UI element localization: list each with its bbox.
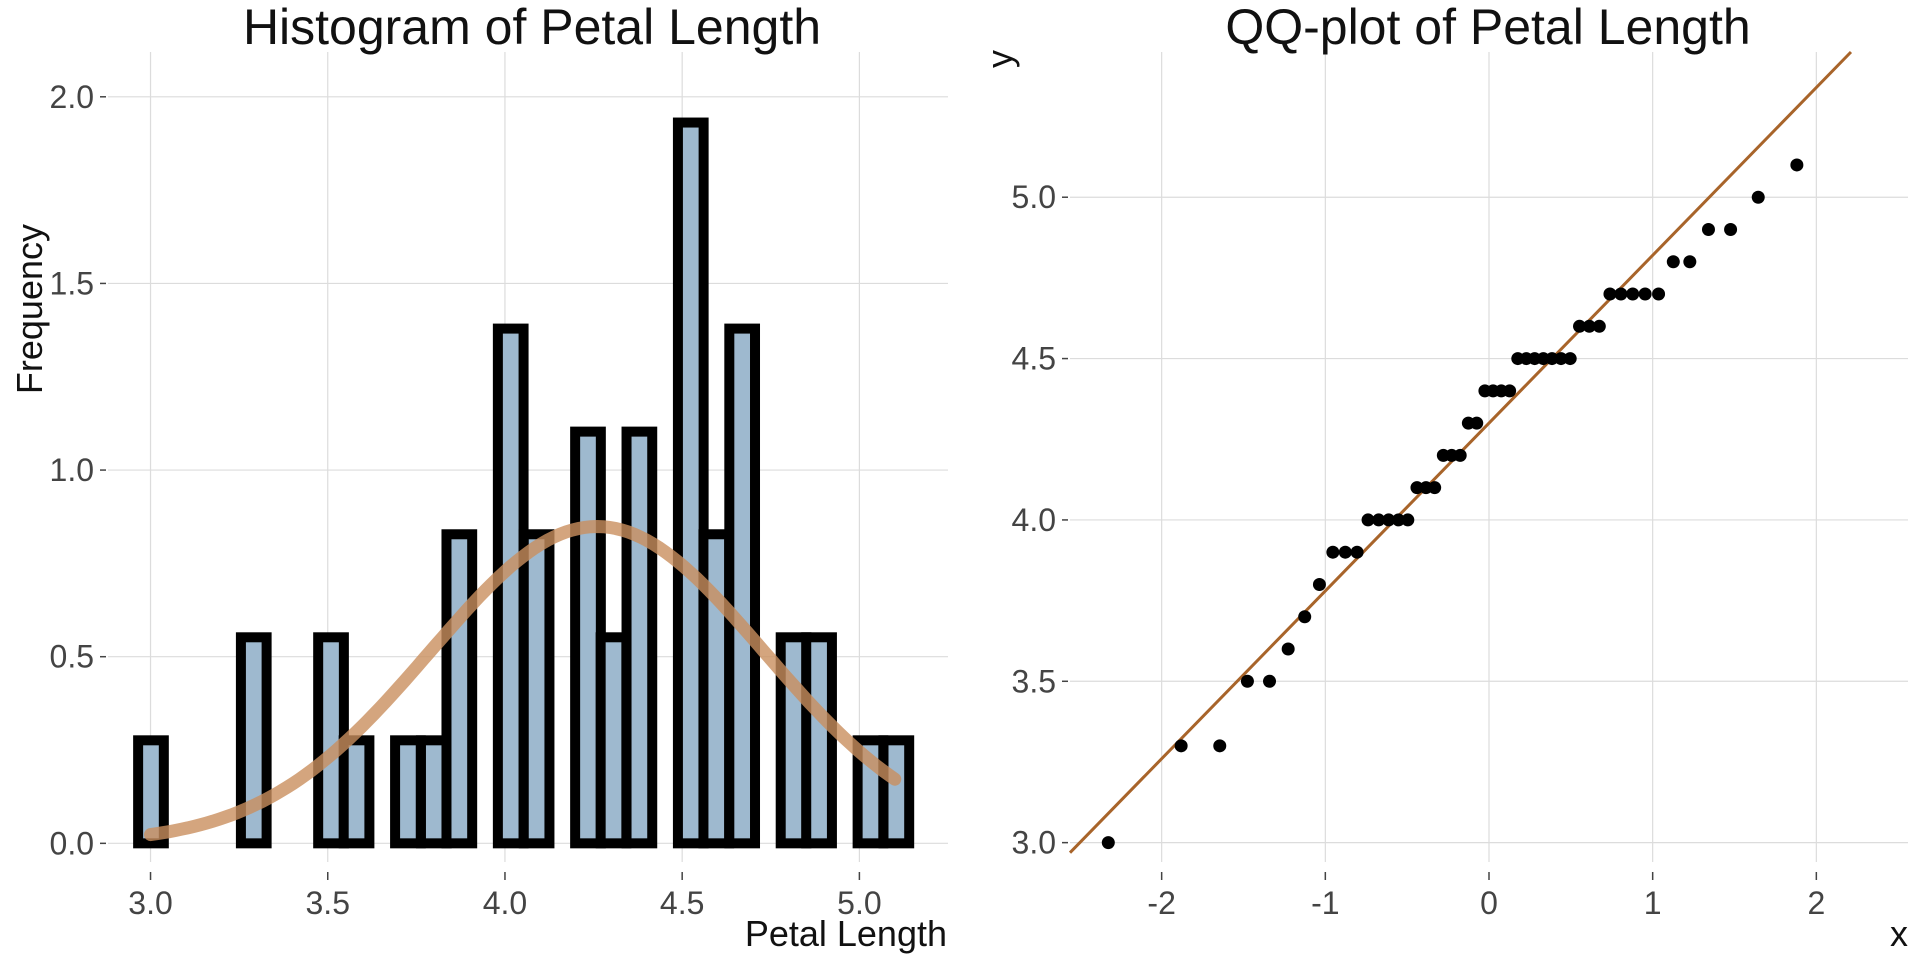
qq-point <box>1503 384 1517 398</box>
qq-point <box>1213 739 1227 753</box>
qq-point <box>1372 513 1386 527</box>
qq-point <box>1563 352 1577 366</box>
qq-point <box>1410 481 1424 495</box>
qq-point <box>1582 319 1596 333</box>
qq-gridlines <box>1070 52 1908 862</box>
histogram-y-axis-label: Frequency <box>9 224 50 394</box>
histogram-bar <box>801 632 837 849</box>
qq-point <box>1751 190 1765 204</box>
qq-x-tick-label: 0 <box>1480 885 1498 921</box>
qq-point <box>1554 352 1568 366</box>
qq-plot-panel: -2 -1 0 1 2 3.0 3.5 4.0 4.5 5.0 QQ-plot of Petal … <box>979 0 1908 954</box>
qq-points <box>1101 158 1804 850</box>
qq-point <box>1638 287 1652 301</box>
qq-y-tick-label: 3.5 <box>1012 663 1056 699</box>
qq-x-axis-label: x <box>1890 913 1908 954</box>
qq-point <box>1614 287 1628 301</box>
qq-x-tick-label: -1 <box>1311 885 1339 921</box>
qq-point <box>1174 739 1188 753</box>
histogram-x-tick-label: 5.0 <box>837 885 881 921</box>
qq-point <box>1281 642 1295 656</box>
qq-point <box>1453 448 1467 462</box>
qq-point <box>1603 287 1617 301</box>
histogram-x-tick-label: 3.5 <box>306 885 350 921</box>
histogram-y-tick-label: 0.0 <box>50 825 94 861</box>
qq-point <box>1382 513 1396 527</box>
histogram-x-tick-label: 3.0 <box>128 885 172 921</box>
qq-point <box>1326 545 1340 559</box>
qq-y-axis-label: y <box>979 50 1020 68</box>
qq-x-tick-label: 1 <box>1644 885 1662 921</box>
qq-point <box>1724 222 1738 236</box>
qq-point <box>1312 577 1326 591</box>
histogram-bar <box>878 735 915 849</box>
histogram-y-tick-label: 1.5 <box>50 265 94 301</box>
histogram-bars <box>133 117 915 849</box>
histogram-y-tick-label: 2.0 <box>50 79 94 115</box>
histogram-x-tick-label: 4.5 <box>660 885 704 921</box>
qq-x-tick-label: 2 <box>1807 885 1825 921</box>
qq-point <box>1361 513 1375 527</box>
qq-axes: -2 -1 0 1 2 3.0 3.5 4.0 4.5 5.0 <box>1012 179 1826 921</box>
qq-point <box>1350 545 1364 559</box>
histogram-x-tick-label: 4.0 <box>483 885 527 921</box>
qq-point <box>1391 513 1405 527</box>
qq-title: QQ-plot of Petal Length <box>1225 0 1750 55</box>
qq-point <box>1652 287 1666 301</box>
qq-y-tick-label: 4.0 <box>1012 502 1056 538</box>
qq-x-tick-label: -2 <box>1147 885 1175 921</box>
histogram-bar <box>441 529 478 849</box>
histogram-x-axis-label: Petal Length <box>745 913 947 954</box>
histogram-bar <box>133 735 169 849</box>
qq-point <box>1701 222 1715 236</box>
qq-point <box>1263 674 1277 688</box>
qq-y-tick-label: 5.0 <box>1012 179 1056 215</box>
qq-y-tick-label: 3.0 <box>1012 825 1056 861</box>
qq-point <box>1573 319 1587 333</box>
qq-point <box>1470 416 1484 430</box>
qq-point <box>1240 674 1254 688</box>
histogram-bar <box>724 323 761 849</box>
qq-point <box>1666 255 1680 269</box>
histogram-y-tick-label: 0.5 <box>50 639 94 675</box>
qq-point <box>1428 481 1442 495</box>
qq-point <box>1626 287 1640 301</box>
histogram-bar <box>338 735 375 849</box>
qq-point <box>1401 513 1415 527</box>
qq-point <box>1790 158 1804 172</box>
qq-point <box>1101 836 1115 850</box>
qq-point <box>1545 352 1559 366</box>
qq-point <box>1298 610 1312 624</box>
histogram-bar <box>518 529 555 849</box>
histogram-bar <box>621 426 658 849</box>
qq-point <box>1592 319 1606 333</box>
histogram-title: Histogram of Petal Length <box>243 0 821 55</box>
qq-point <box>1338 545 1352 559</box>
histogram-panel: 3.0 3.5 4.0 4.5 5.0 0.0 0.5 1.0 1.5 2.0 Histogram… <box>9 0 948 954</box>
histogram-axes: 3.0 3.5 4.0 4.5 5.0 0.0 0.5 1.0 1.5 2.0 <box>50 79 882 921</box>
qq-y-tick-label: 4.5 <box>1012 341 1056 377</box>
density-curve <box>144 519 902 842</box>
qq-point <box>1683 255 1697 269</box>
histogram-y-tick-label: 1.0 <box>50 452 94 488</box>
